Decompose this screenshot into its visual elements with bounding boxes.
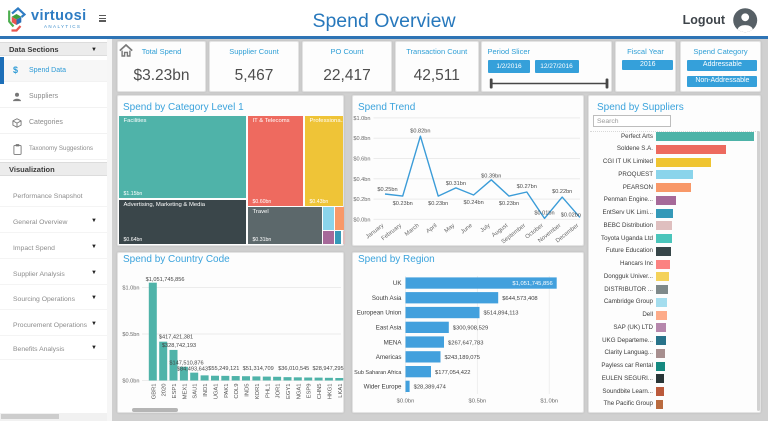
svg-text:$0.6bn: $0.6bn [353, 157, 370, 163]
svg-text:$0.39bn: $0.39bn [481, 173, 501, 179]
svg-text:May: May [444, 223, 457, 235]
svg-text:February: February [381, 223, 403, 242]
svg-text:Wider Europe: Wider Europe [364, 384, 402, 391]
svg-text:MENA: MENA [384, 339, 403, 346]
svg-text:MEX1: MEX1 [182, 384, 188, 400]
svg-text:GBR1: GBR1 [151, 384, 157, 400]
svg-text:$0.25bn: $0.25bn [377, 187, 397, 193]
svg-text:UGA1: UGA1 [214, 384, 220, 400]
svg-text:$1,051,745,856: $1,051,745,856 [146, 277, 185, 283]
svg-text:$300,908,529: $300,908,529 [453, 326, 488, 332]
svg-text:$0.27bn: $0.27bn [517, 184, 537, 190]
svg-text:$0.23bn: $0.23bn [393, 201, 413, 207]
svg-text:$84,493,643: $84,493,643 [177, 366, 208, 372]
svg-text:$243,189,075: $243,189,075 [445, 355, 480, 361]
svg-text:April: April [425, 223, 438, 235]
svg-text:$0.5bn: $0.5bn [469, 399, 487, 405]
svg-text:HKG1: HKG1 [327, 384, 333, 400]
svg-text:UK: UK [393, 280, 402, 287]
svg-text:$514,894,113: $514,894,113 [484, 311, 519, 317]
svg-text:CHN5: CHN5 [317, 384, 323, 400]
svg-text:$644,573,408: $644,573,408 [502, 296, 537, 302]
svg-text:$0.0bn: $0.0bn [122, 379, 139, 385]
svg-text:JOR1: JOR1 [276, 384, 282, 399]
svg-text:ESP1: ESP1 [172, 384, 178, 399]
svg-text:KOR1: KOR1 [255, 384, 261, 400]
svg-text:LKA1: LKA1 [338, 384, 344, 398]
svg-text:$1.0bn: $1.0bn [540, 399, 558, 405]
svg-text:$28,389,474: $28,389,474 [414, 385, 447, 391]
svg-text:IND5: IND5 [245, 384, 251, 397]
svg-text:$0.82bn: $0.82bn [410, 129, 430, 135]
svg-text:2020: 2020 [162, 384, 168, 397]
svg-text:South Asia: South Asia [372, 295, 402, 302]
svg-text:March: March [404, 223, 421, 238]
svg-text:$0.24bn: $0.24bn [463, 200, 483, 206]
svg-text:$0.0bn: $0.0bn [397, 399, 415, 405]
svg-text:$0.2bn: $0.2bn [353, 197, 370, 203]
svg-text:European Union: European Union [357, 310, 402, 317]
svg-text:$0.23bn: $0.23bn [499, 201, 519, 207]
svg-text:ESP9: ESP9 [307, 384, 313, 399]
svg-text:$177,054,422: $177,054,422 [435, 370, 470, 376]
svg-text:$0.01bn: $0.01bn [534, 211, 554, 217]
svg-text:$267,647,783: $267,647,783 [448, 340, 483, 346]
svg-text:$51,314,709: $51,314,709 [243, 366, 274, 372]
svg-text:PAK1: PAK1 [224, 384, 230, 398]
svg-text:$0.5bn: $0.5bn [122, 332, 139, 338]
svg-text:IND1: IND1 [203, 384, 209, 397]
svg-text:Sub Saharan Africa: Sub Saharan Africa [354, 370, 402, 376]
svg-text:NGA1: NGA1 [296, 384, 302, 400]
svg-text:COL9: COL9 [234, 384, 240, 399]
svg-text:$0.22bn: $0.22bn [552, 189, 572, 195]
svg-text:$55,249,121: $55,249,121 [208, 366, 239, 372]
svg-text:$0.02bn: $0.02bn [561, 212, 581, 218]
svg-text:SAU1: SAU1 [193, 384, 199, 399]
svg-text:PHL1: PHL1 [265, 384, 271, 399]
svg-text:$0.4bn: $0.4bn [353, 177, 370, 183]
svg-text:$417,421,381: $417,421,381 [159, 335, 193, 341]
svg-text:$28,947,295: $28,947,295 [313, 366, 344, 372]
svg-text:June: June [460, 222, 474, 235]
svg-text:$328,742,193: $328,742,193 [162, 343, 196, 349]
svg-text:$1.0bn: $1.0bn [122, 286, 139, 292]
svg-text:East Asia: East Asia [376, 325, 402, 332]
svg-text:$1,051,745,856: $1,051,745,856 [512, 281, 552, 287]
svg-text:Americas: Americas [376, 354, 402, 361]
svg-text:$0.23bn: $0.23bn [428, 201, 448, 207]
svg-text:$147,510,876: $147,510,876 [169, 361, 203, 367]
svg-text:$36,010,545: $36,010,545 [278, 366, 309, 372]
svg-text:July: July [480, 223, 492, 234]
svg-text:$1.0bn: $1.0bn [353, 116, 370, 122]
svg-text:$0.0bn: $0.0bn [353, 217, 370, 223]
svg-text:$0.8bn: $0.8bn [353, 136, 370, 142]
svg-text:$0.31bn: $0.31bn [446, 181, 466, 187]
svg-text:EGY1: EGY1 [286, 384, 292, 399]
